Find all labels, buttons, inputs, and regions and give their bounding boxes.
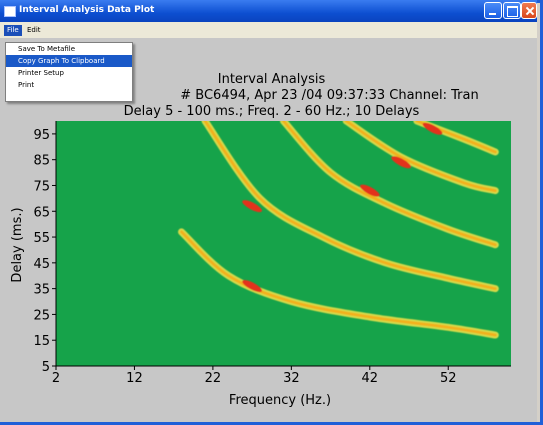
y-axis-label: Delay (ms.): [10, 207, 25, 282]
y-tick-label-4: 45: [33, 257, 50, 272]
ridge-peak-4: [391, 156, 412, 169]
app-icon: [4, 6, 16, 17]
y-tick-label-2: 25: [33, 308, 50, 323]
x-axis-label: Frequency (Hz.): [229, 393, 331, 408]
y-tick-label-1: 15: [33, 334, 50, 349]
menu-bar: File Edit: [0, 22, 537, 38]
plot-title: Interval Analysis: [217, 72, 326, 87]
ridge-peak-1: [242, 280, 262, 293]
y-tick-label-5: 55: [33, 231, 50, 246]
menu-item-copy-graph[interactable]: Copy Graph To Clipboard: [6, 55, 132, 67]
menu-file[interactable]: File: [4, 25, 22, 36]
menu-item-save-to-metafile[interactable]: Save To Metafile: [18, 45, 76, 53]
ridge-core-1: [180, 230, 497, 337]
y-tick-label-0: 5: [42, 360, 50, 375]
y-tick-label-9: 95: [33, 128, 50, 143]
close-button[interactable]: [521, 2, 537, 19]
y-tick-label-7: 75: [33, 179, 50, 194]
x-tick-label-0: 2: [52, 371, 60, 386]
x-tick-label-5: 52: [440, 371, 457, 386]
plot-subtitle-1: # BC6494, Apr 23 /04 09:37:33 Channel: T…: [180, 88, 479, 103]
ridge-core-2: [203, 121, 497, 291]
ridge-peak-3: [359, 184, 380, 197]
ridge-core-3: [282, 121, 497, 247]
window-title: Interval Analysis Data Plot: [19, 5, 155, 15]
plot-subtitle-2: Delay 5 - 100 ms.; Freq. 2 - 60 Hz.; 10 …: [123, 104, 420, 119]
y-tick-label-6: 65: [33, 205, 50, 220]
x-tick-label-1: 12: [126, 371, 143, 386]
menu-edit[interactable]: Edit: [27, 26, 41, 34]
title-bar[interactable]: Interval Analysis Data Plot: [0, 0, 537, 22]
ridge-core-4: [344, 121, 497, 193]
y-tick-label-8: 85: [33, 154, 50, 169]
minimize-button[interactable]: [484, 2, 502, 19]
ridge-peak-2: [242, 200, 262, 213]
y-tick-label-3: 35: [33, 283, 50, 298]
x-tick-label-2: 22: [205, 371, 222, 386]
menu-item-printer-setup[interactable]: Printer Setup: [18, 69, 64, 77]
x-tick-label-3: 32: [283, 371, 300, 386]
ridge-peak-5: [422, 122, 443, 135]
file-menu-dropdown: Save To Metafile Copy Graph To Clipboard…: [5, 42, 133, 102]
x-tick-label-4: 42: [362, 371, 379, 386]
menu-item-print[interactable]: Print: [18, 81, 35, 89]
